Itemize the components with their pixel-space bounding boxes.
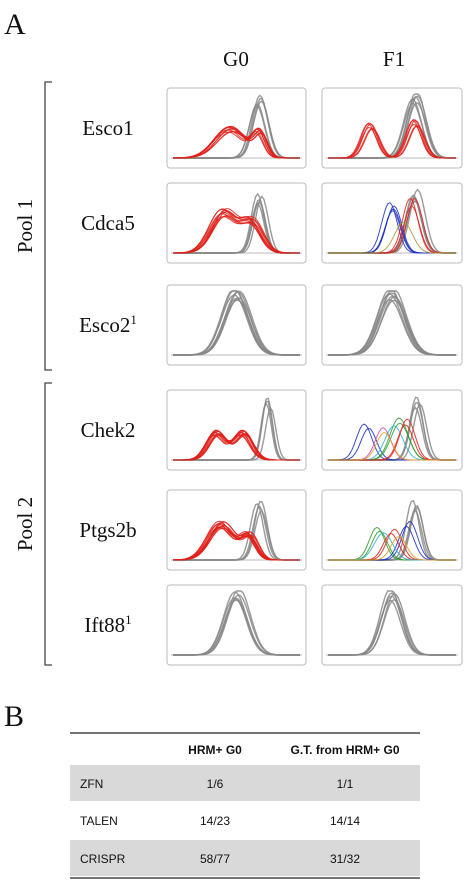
pool-label: Pool 1 bbox=[13, 199, 37, 253]
gene-name: Chek2 bbox=[81, 418, 136, 442]
melt-curve bbox=[328, 536, 456, 561]
table-cell: CRISPR bbox=[80, 852, 126, 866]
curve-panel bbox=[166, 389, 307, 471]
table-cell: 31/32 bbox=[330, 852, 360, 866]
table-cell: ZFN bbox=[80, 777, 103, 791]
melt-curve bbox=[328, 125, 456, 159]
gene-label: Esco1 bbox=[82, 116, 133, 140]
gene-name: Ptgs2b bbox=[79, 518, 136, 542]
gene-name: Esco1 bbox=[82, 116, 133, 140]
table-cell: 1/6 bbox=[207, 777, 224, 791]
curve-panel bbox=[166, 284, 307, 366]
melt-curve bbox=[172, 208, 300, 254]
gene-superscript: 1 bbox=[130, 312, 137, 327]
gene-name: Cdca5 bbox=[81, 211, 135, 235]
melt-curve bbox=[328, 432, 456, 461]
row-shade bbox=[70, 840, 420, 876]
table-cell: TALEN bbox=[80, 814, 118, 828]
melt-curve bbox=[173, 525, 300, 561]
table-cell: 1/1 bbox=[337, 777, 354, 791]
melt-curve bbox=[173, 433, 300, 461]
pool-bracket bbox=[44, 81, 52, 666]
curve-panel bbox=[321, 489, 463, 571]
gene-label: Ift881 bbox=[84, 612, 131, 637]
row-shade bbox=[70, 765, 420, 801]
gene-name: Esco2 bbox=[79, 313, 130, 337]
gene-label: Esco21 bbox=[79, 312, 137, 337]
curve-panel bbox=[321, 284, 463, 366]
table-header: HRM+ G0 bbox=[188, 743, 242, 757]
table-cell: 58/77 bbox=[200, 852, 230, 866]
gene-name: Ift88 bbox=[84, 613, 125, 637]
column-header: F1 bbox=[383, 47, 405, 71]
curve-panel bbox=[166, 584, 307, 666]
melt-curve bbox=[328, 296, 456, 356]
table-header: G.T. from HRM+ G0 bbox=[290, 743, 399, 757]
gene-superscript: 1 bbox=[125, 612, 132, 627]
table-cell: 14/14 bbox=[330, 814, 360, 828]
gene-label: Ptgs2b bbox=[79, 518, 136, 542]
pool-label: Pool 2 bbox=[13, 497, 37, 551]
curve-panel bbox=[321, 584, 463, 666]
table-cell: 14/23 bbox=[200, 814, 230, 828]
melt-curve bbox=[173, 501, 300, 561]
column-header: G0 bbox=[223, 47, 249, 71]
panel-label: A bbox=[4, 8, 26, 41]
melt-curve bbox=[173, 290, 300, 356]
gene-label: Cdca5 bbox=[81, 211, 135, 235]
melt-curve bbox=[173, 125, 300, 159]
melt-curve bbox=[173, 597, 300, 656]
melt-curve bbox=[328, 592, 456, 656]
panel-label: B bbox=[4, 700, 24, 733]
melt-curve bbox=[328, 222, 456, 254]
gene-label: Chek2 bbox=[81, 418, 136, 442]
